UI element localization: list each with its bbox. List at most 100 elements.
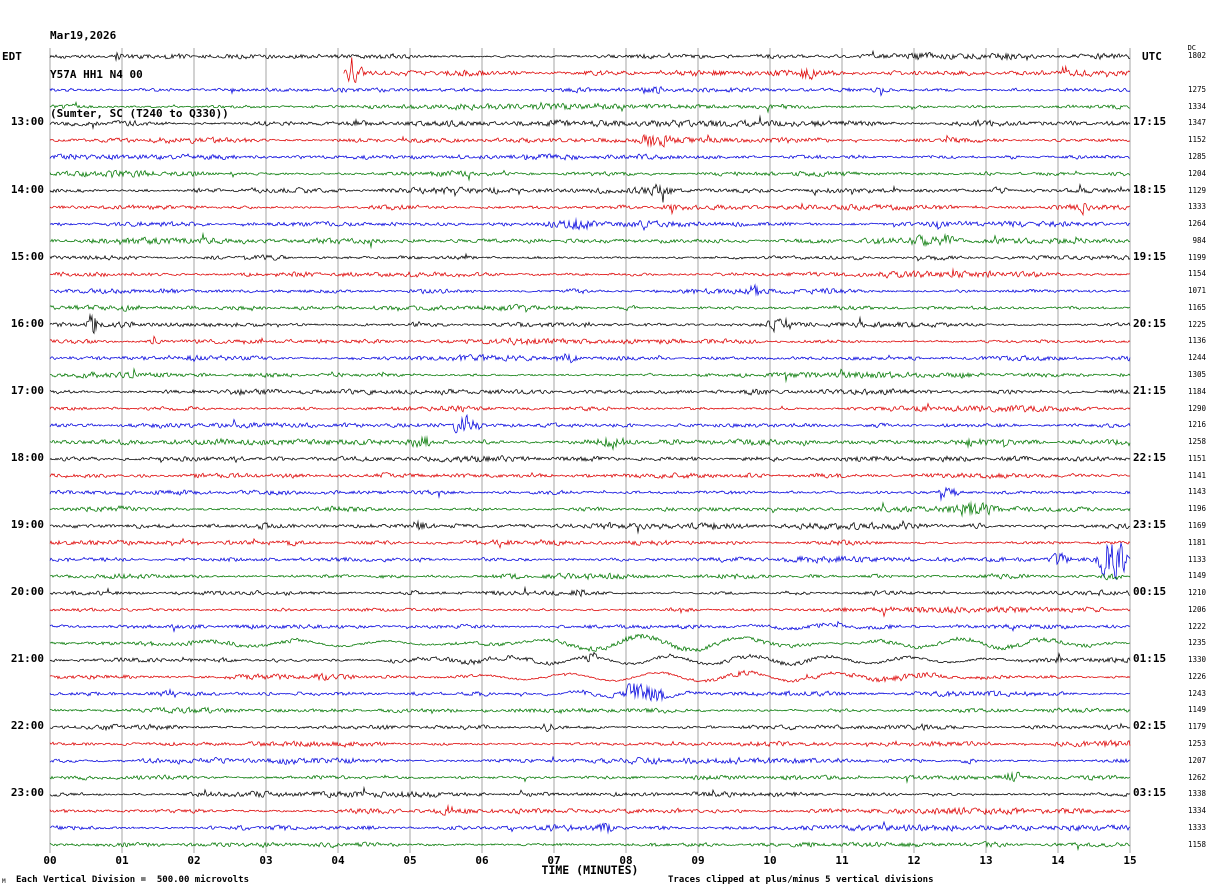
dc-value: 1226 (1187, 671, 1206, 681)
dc-value: 1243 (1187, 688, 1206, 698)
hour-label-right: 03:15 (1133, 786, 1167, 800)
dc-value: 1206 (1187, 604, 1206, 614)
dc-value: 1181 (1187, 537, 1206, 547)
clip-note: Traces clipped at plus/minus 5 vertical … (668, 875, 934, 885)
hour-label-left: 17:00 (10, 383, 44, 397)
dc-value: 1129 (1187, 185, 1206, 195)
hour-label-right: 01:15 (1133, 652, 1167, 666)
dc-value: 1158 (1187, 839, 1206, 849)
dc-value: 1216 (1187, 420, 1206, 430)
dc-value: 1253 (1187, 738, 1206, 748)
hour-label-left: 13:00 (10, 115, 44, 129)
x-tick-label: 00 (43, 854, 57, 867)
x-tick-label: 03 (259, 854, 273, 867)
dc-value: 1149 (1187, 571, 1206, 581)
dc-value: 1143 (1187, 487, 1206, 497)
plot-date: Mar19,2026 (50, 29, 117, 42)
dc-value: 1802 (1187, 51, 1206, 61)
dc-value: 1151 (1187, 453, 1206, 463)
hour-label-left: 21:00 (10, 652, 44, 666)
dc-value: 1222 (1187, 621, 1206, 631)
dc-value: 1285 (1187, 152, 1206, 161)
hour-label-left: 19:00 (10, 517, 44, 531)
dc-value: 1071 (1187, 286, 1206, 296)
x-tick-label: 01 (115, 854, 129, 867)
dc-value: 1333 (1187, 822, 1206, 832)
scale-note: Each Vertical Division = 500.00 microvol… (16, 875, 249, 885)
hour-label-right: 23:15 (1133, 517, 1167, 531)
dc-value: 1225 (1187, 319, 1206, 329)
x-tick-label: 11 (835, 854, 849, 867)
dc-value: 1196 (1187, 504, 1206, 514)
plot-title-block: Mar19,2026 Y57A HH1 N4 00 (Sumter, SC (T… (50, 3, 229, 146)
right-timezone-label: UTC (1142, 50, 1162, 63)
x-tick-label: 07 (547, 854, 561, 867)
hour-label-right: 02:15 (1133, 719, 1167, 733)
hour-label-right: 18:15 (1133, 182, 1167, 196)
x-tick-label: 09 (691, 854, 705, 867)
dc-column-header: DC (1187, 44, 1196, 52)
dc-value: 1333 (1187, 202, 1206, 212)
hour-label-left: 22:00 (10, 719, 44, 733)
dc-value: 1141 (1187, 470, 1206, 480)
dc-value: 1235 (1187, 638, 1206, 648)
dc-value: 1338 (1187, 789, 1206, 799)
hour-label-left: 15:00 (10, 249, 44, 263)
dc-value: 1149 (1187, 705, 1206, 715)
x-tick-label: 14 (1051, 854, 1065, 867)
dc-value: 1169 (1187, 520, 1206, 530)
x-tick-label: 10 (763, 854, 777, 867)
hour-label-left: 20:00 (10, 585, 44, 599)
x-tick-label: 12 (907, 854, 921, 867)
dc-value: 1165 (1187, 302, 1206, 312)
dc-value: 1184 (1187, 386, 1206, 396)
left-timezone-label: EDT (2, 50, 22, 63)
station-id: Y57A HH1 N4 00 (50, 68, 143, 81)
hour-label-right: 17:15 (1133, 115, 1167, 129)
dc-value: 1199 (1187, 252, 1206, 262)
x-tick-label: 06 (475, 854, 489, 867)
dc-value: 1290 (1187, 403, 1206, 413)
dc-value: 1334 (1187, 101, 1206, 111)
dc-value: 1347 (1187, 118, 1206, 128)
corner-mark: M (2, 878, 6, 885)
dc-value: 1207 (1187, 755, 1206, 765)
dc-value: 1262 (1187, 772, 1206, 782)
dc-value: 1305 (1187, 370, 1206, 380)
station-location: (Sumter, SC (T240 to Q330)) (50, 107, 229, 120)
dc-value: 1258 (1187, 437, 1206, 447)
dc-value: 1330 (1187, 655, 1206, 665)
dc-value: 984 (1192, 235, 1206, 245)
dc-value: 1210 (1187, 588, 1206, 598)
hour-label-left: 16:00 (10, 316, 44, 330)
hour-label-right: 19:15 (1133, 249, 1167, 263)
x-tick-label: 05 (403, 854, 417, 867)
x-tick-label: 08 (619, 854, 633, 867)
dc-value: 1136 (1187, 336, 1206, 346)
hour-label-left: 14:00 (10, 182, 44, 196)
dc-value: 1152 (1187, 135, 1206, 145)
dc-value: 1133 (1187, 554, 1206, 564)
dc-value: 1154 (1187, 269, 1206, 279)
dc-value: 1275 (1187, 84, 1206, 94)
x-tick-label: 02 (187, 854, 201, 867)
x-axis-title: TIME (MINUTES) (541, 863, 639, 877)
x-tick-label: 13 (979, 854, 993, 867)
dc-value: 1204 (1187, 168, 1206, 178)
hour-label-left: 18:00 (10, 450, 44, 464)
x-tick-label: 15 (1123, 854, 1137, 867)
hour-label-right: 21:15 (1133, 383, 1167, 397)
dc-value: 1334 (1187, 806, 1206, 816)
x-tick-label: 04 (331, 854, 345, 867)
hour-label-right: 20:15 (1133, 316, 1167, 330)
hour-label-right: 00:15 (1133, 585, 1167, 599)
hour-label-left: 23:00 (10, 786, 44, 800)
dc-value: 1179 (1187, 722, 1206, 732)
dc-value: 1264 (1187, 219, 1206, 229)
